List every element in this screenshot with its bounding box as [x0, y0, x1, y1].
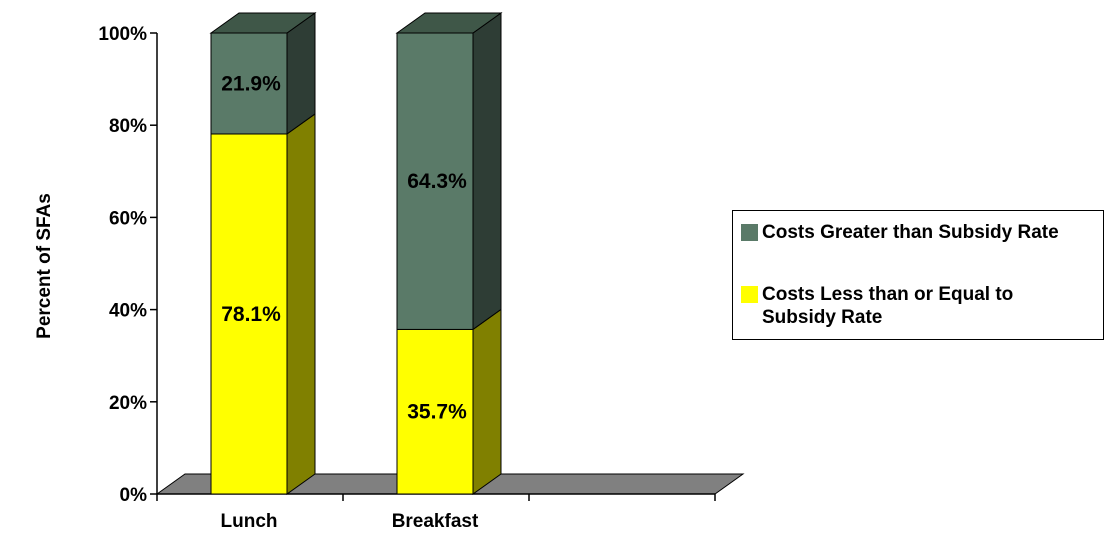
bar-breakfast-costs-greater-than-subsidy-rate-top — [395, 12, 503, 34]
y-tick-label: 20% — [109, 393, 147, 414]
legend-label-costs-less-equal: Costs Less than or Equal to Subsidy Rate — [762, 284, 1014, 328]
data-label-breakfast-costs-greater-than-subsidy-rate: 64.3% — [407, 170, 467, 193]
data-label-lunch-costs-greater-than-subsidy-rate: 21.9% — [221, 72, 281, 95]
legend-item-costs-less-equal: Costs Less than or Equal to Subsidy Rate — [741, 283, 1092, 329]
y-tick-label: 0% — [120, 485, 148, 506]
y-tick-label: 100% — [98, 24, 147, 45]
bar-breakfast-costs-greater-than-subsidy-rate — [396, 32, 474, 330]
bar-breakfast-costs-less-than-or-equal-to-subsidy-rate-side — [472, 308, 502, 495]
bar-breakfast-costs-greater-than-subsidy-rate-side — [472, 12, 502, 331]
bar-breakfast-costs-less-than-or-equal-to-subsidy-rate — [396, 328, 474, 495]
legend-swatch-costs-greater — [741, 224, 758, 241]
legend-label-costs-greater: Costs Greater than Subsidy Rate — [762, 222, 1059, 243]
x-tick-label-breakfast: Breakfast — [392, 511, 479, 532]
legend: Costs Greater than Subsidy Rate Costs Le… — [732, 210, 1104, 340]
y-tick-label: 60% — [109, 208, 147, 229]
data-label-breakfast-costs-less-than-or-equal-to-subsidy-rate: 35.7% — [407, 401, 467, 424]
y-tick-label: 80% — [109, 116, 147, 137]
bar-lunch-costs-greater-than-subsidy-rate-top — [209, 12, 317, 34]
y-axis-title: Percent of SFAs — [34, 193, 55, 339]
bar-lunch-costs-less-than-or-equal-to-subsidy-rate — [210, 133, 288, 495]
bar-lunch-costs-less-than-or-equal-to-subsidy-rate-side — [286, 112, 316, 495]
legend-item-costs-greater: Costs Greater than Subsidy Rate — [741, 221, 1092, 244]
x-tick-label-lunch: Lunch — [221, 511, 278, 532]
bar-lunch-costs-greater-than-subsidy-rate-side — [286, 12, 316, 135]
data-label-lunch-costs-less-than-or-equal-to-subsidy-rate: 78.1% — [221, 303, 281, 326]
legend-swatch-costs-less-equal — [741, 286, 758, 303]
y-tick-label: 40% — [109, 301, 147, 322]
